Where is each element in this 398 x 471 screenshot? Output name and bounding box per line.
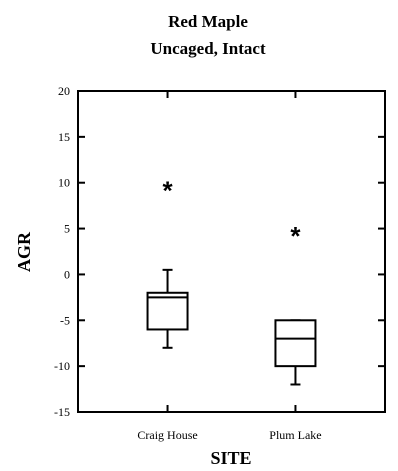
chart-title: Red Maple <box>168 12 248 31</box>
iqr-box <box>146 291 189 331</box>
y-tick-label: 10 <box>58 176 70 190</box>
y-tick-label: 5 <box>64 222 70 236</box>
y-tick-label: -5 <box>60 313 70 327</box>
y-tick-label: -10 <box>54 359 70 373</box>
y-axis-title: AGR <box>14 231 34 272</box>
x-axis: Craig House Plum Lake <box>137 91 322 442</box>
outlier-marker: * <box>290 221 301 251</box>
iqr-box <box>274 319 317 368</box>
x-axis-title: SITE <box>210 448 251 468</box>
box-1: * <box>146 175 189 349</box>
y-tick-label: 20 <box>58 84 70 98</box>
y-tick-label: 15 <box>58 130 70 144</box>
chart-subtitle: Uncaged, Intact <box>150 39 266 58</box>
box-2: * <box>274 221 317 386</box>
plot-frame <box>77 90 386 413</box>
y-tick-label: 0 <box>64 267 70 281</box>
x-category-label: Craig House <box>137 428 197 442</box>
y-axis: 20 15 10 5 0 -5 -10 -15 <box>54 84 385 419</box>
boxes-layer: ** <box>146 175 317 386</box>
x-category-label: Plum Lake <box>269 428 321 442</box>
outlier-marker: * <box>162 175 173 205</box>
y-tick-label: -15 <box>54 405 70 419</box>
